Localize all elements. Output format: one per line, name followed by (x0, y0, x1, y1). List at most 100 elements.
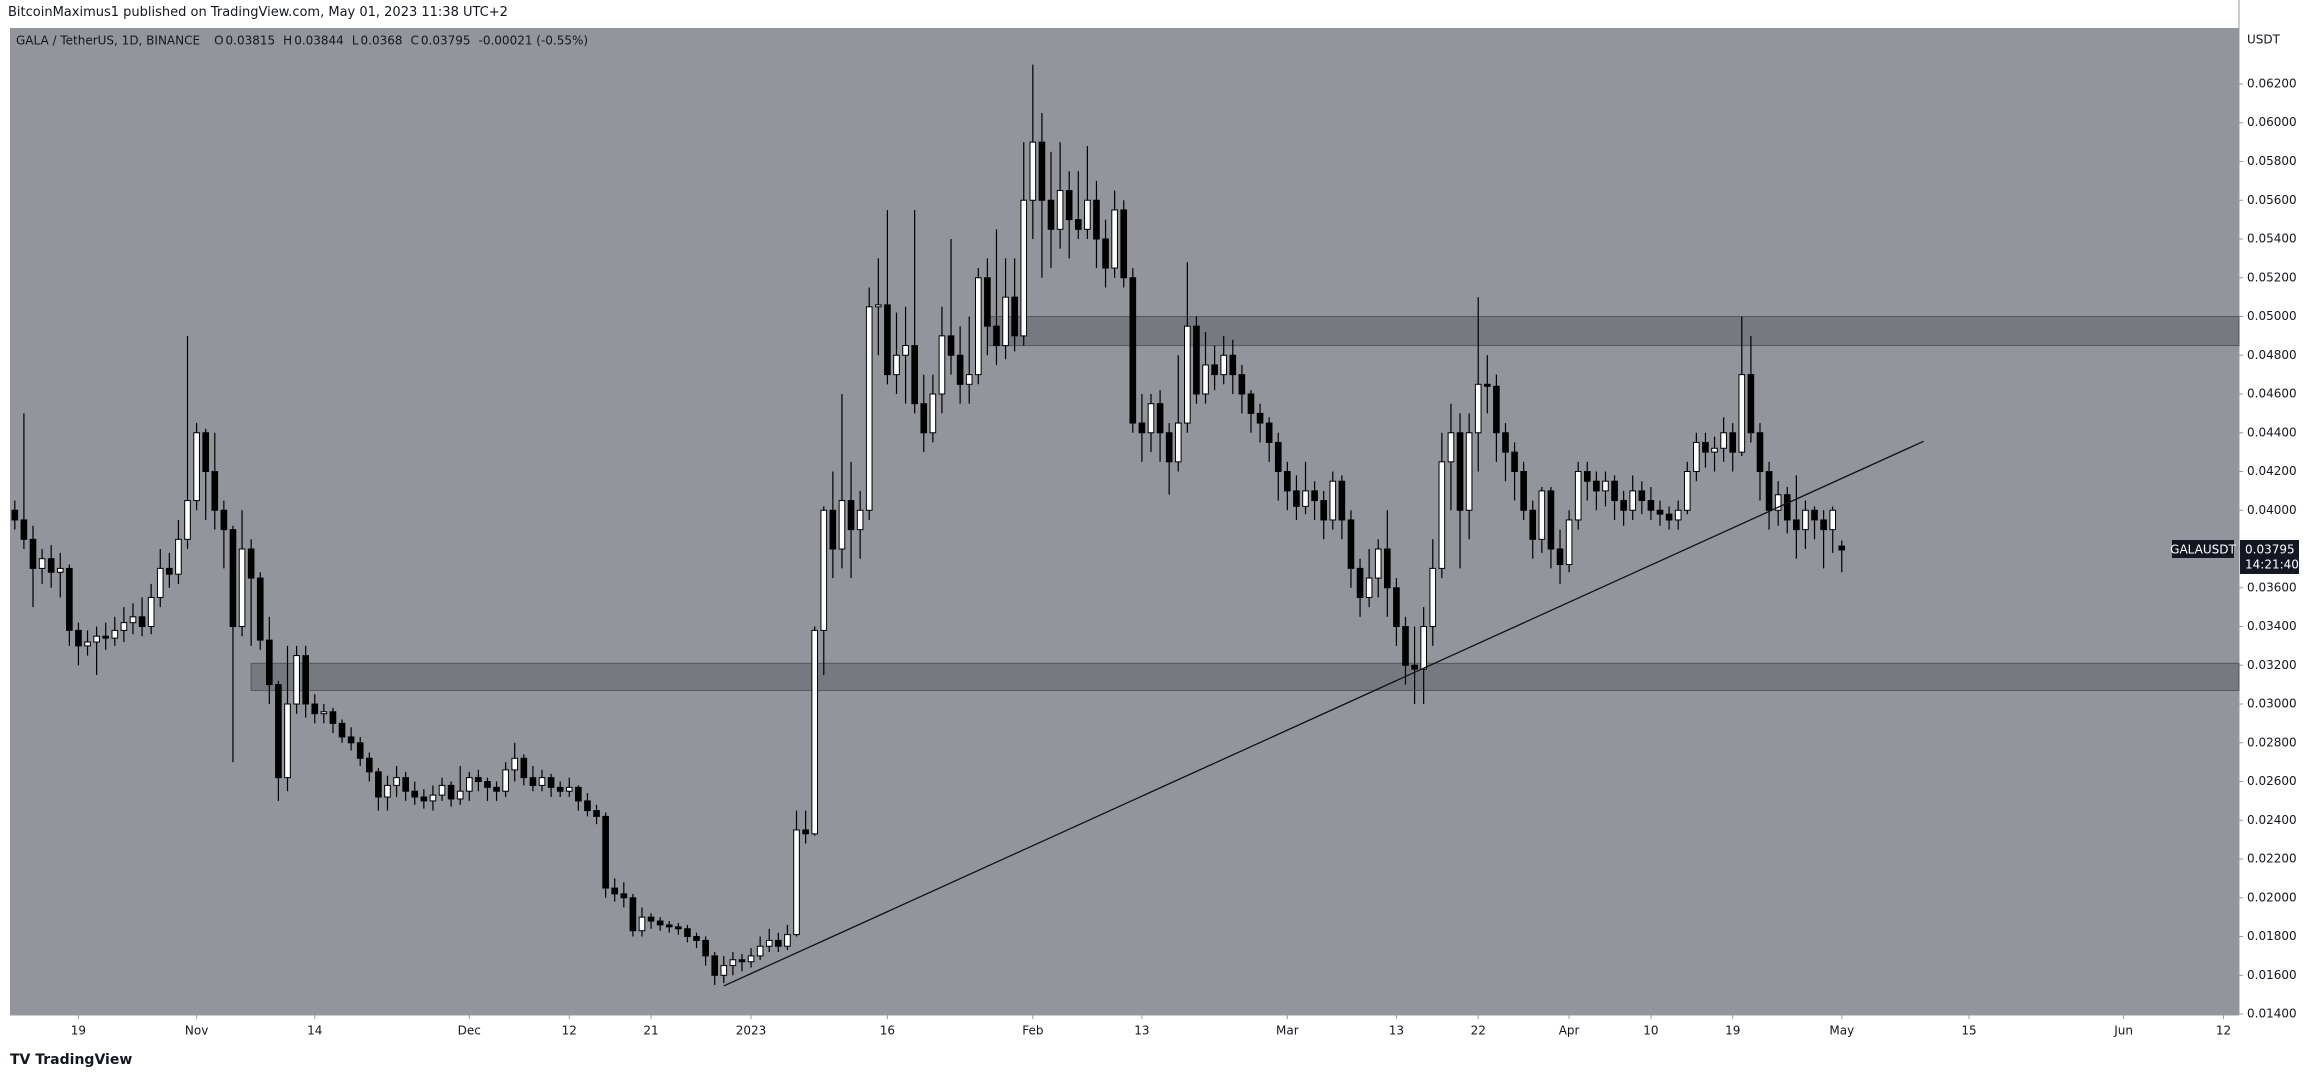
candle-body (1802, 509, 1809, 531)
candle-body (1702, 441, 1709, 453)
candle-body (111, 629, 119, 639)
candle-body (1356, 567, 1364, 598)
zone (986, 316, 2240, 347)
candle-body (1820, 519, 1827, 531)
candle-body (1611, 480, 1618, 502)
candle-body (1511, 451, 1518, 473)
candle-body (1447, 432, 1455, 463)
candle-body (1029, 141, 1037, 201)
candle-body (1793, 519, 1800, 531)
x-tick-label: 2023 (736, 1024, 767, 1038)
candle-body (1811, 509, 1818, 521)
y-tick-label: 0.05000 (2247, 309, 2297, 323)
candle-body (84, 641, 91, 647)
candle-body (684, 928, 691, 938)
plot-background (10, 28, 2239, 1015)
candle-body (984, 277, 991, 327)
candle-body (1520, 471, 1527, 511)
candle-body (1147, 403, 1155, 434)
candle-body (1711, 447, 1718, 453)
candle-body (965, 374, 973, 385)
candle-body (1111, 209, 1118, 269)
candle-body (166, 567, 173, 575)
candle-body (1493, 385, 1500, 434)
candle-body (75, 629, 82, 647)
candle-body (1774, 494, 1782, 511)
symbol-tag (2172, 539, 2234, 558)
candle-body (329, 711, 337, 724)
y-tick-label: 0.06000 (2247, 115, 2297, 129)
candle-body (20, 519, 28, 540)
candle-body (438, 784, 446, 796)
candle-body (565, 786, 573, 792)
candle-body (593, 810, 600, 817)
legend-ohlc-label: L (352, 34, 359, 48)
candle-body (620, 893, 628, 899)
x-tick-label: 14 (307, 1024, 322, 1038)
candle-body (829, 509, 837, 550)
candle-body (1284, 471, 1291, 492)
candle-body (47, 558, 55, 573)
candle-body (602, 815, 609, 889)
candle-body (384, 784, 391, 798)
candle-body (284, 703, 291, 779)
candle-body (929, 393, 937, 434)
candle-body (1165, 432, 1173, 463)
candle-body (465, 777, 473, 792)
candle-body (1683, 471, 1691, 511)
candle-body (738, 959, 746, 963)
x-tick-label: 12 (562, 1024, 577, 1038)
candle-body (1129, 277, 1137, 424)
candle-body (429, 794, 437, 802)
y-tick-label: 0.06200 (2247, 76, 2297, 90)
candle-body (1093, 199, 1100, 240)
y-tick-label: 0.02200 (2247, 852, 2297, 866)
y-tick-label: 0.02400 (2247, 813, 2297, 827)
legend-change: -0.00021 (-0.55%) (479, 34, 589, 48)
candle-body (129, 616, 137, 624)
candle-body (1456, 432, 1464, 511)
axis-unit: USDT (2247, 33, 2281, 47)
candle-body (1738, 374, 1746, 453)
candle-body (1411, 664, 1418, 670)
candle-body (802, 829, 809, 835)
candle-body (1002, 296, 1009, 347)
candle-body (1438, 461, 1446, 569)
candle-body (720, 965, 728, 976)
y-tick-label: 0.05800 (2247, 154, 2297, 168)
candle-body (974, 277, 982, 376)
candle-body (638, 916, 646, 932)
candle-body (547, 777, 555, 788)
candle-body (520, 757, 528, 779)
y-tick-label: 0.04600 (2247, 387, 2297, 401)
candle-body (1593, 480, 1600, 492)
candle-body (1538, 490, 1546, 540)
candle-body (884, 304, 891, 376)
candle-body (1393, 587, 1400, 628)
candle-body (38, 558, 46, 569)
candle-body (1038, 141, 1046, 201)
candle-body (1574, 471, 1582, 521)
candle-body (102, 635, 110, 639)
candle-body (629, 897, 637, 932)
candle-body (611, 887, 619, 895)
candle-body (175, 538, 182, 575)
candle-body (1756, 432, 1764, 473)
candle-body (938, 335, 946, 395)
x-tick-label: 19 (71, 1024, 86, 1038)
candle-body (1502, 432, 1509, 453)
candle-body (811, 629, 819, 835)
y-tick-label: 0.02600 (2247, 774, 2297, 788)
candle-body (1547, 490, 1555, 550)
y-tick-label: 0.05200 (2247, 270, 2297, 284)
candle-body (347, 736, 355, 744)
candle-body (1374, 548, 1382, 579)
candle-body (1084, 199, 1091, 230)
candle-body (11, 509, 19, 521)
legend-ohlc-label: H (283, 34, 292, 48)
y-tick-label: 0.02800 (2247, 735, 2297, 749)
y-tick-label: 0.04000 (2247, 503, 2297, 517)
candle-body (956, 354, 964, 385)
